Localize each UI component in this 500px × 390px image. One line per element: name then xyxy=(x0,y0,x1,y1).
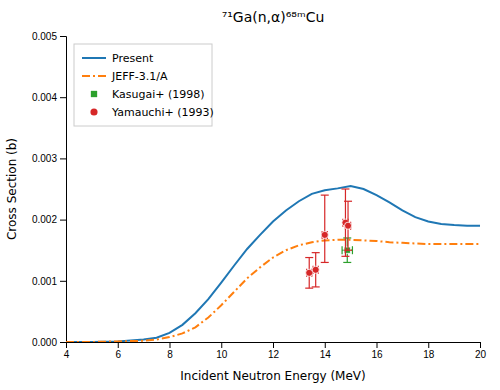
series-line xyxy=(66,240,480,342)
plot-area xyxy=(66,186,480,342)
x-tick-mark xyxy=(377,342,378,348)
series-points xyxy=(305,189,352,288)
x-tick: 10 xyxy=(216,342,228,360)
error-bar xyxy=(324,195,325,262)
x-axis-line xyxy=(67,343,481,349)
y-tick-mark xyxy=(60,158,66,159)
error-cap xyxy=(321,195,329,196)
y-tick-label: 0.003 xyxy=(32,153,57,164)
x-error-cap xyxy=(341,246,342,254)
error-cap xyxy=(343,262,351,263)
error-cap xyxy=(344,201,352,202)
x-axis-title: Incident Neutron Energy (MeV) xyxy=(180,369,365,383)
series-points xyxy=(342,238,352,262)
y-axis: 0.000 0.001 0.002 0.003 0.004 0.005 xyxy=(32,31,67,348)
x-tick-mark xyxy=(480,342,481,348)
y-tick: 0.000 xyxy=(32,337,66,348)
y-tick-mark xyxy=(60,281,66,282)
x-tick-label: 16 xyxy=(371,349,383,360)
x-tick-label: 20 xyxy=(475,349,487,360)
legend-label: Kasugai+ (1998) xyxy=(112,88,205,101)
x-tick: 8 xyxy=(167,342,173,360)
x-tick-label: 8 xyxy=(167,349,173,360)
y-tick-label: 0.001 xyxy=(32,276,57,287)
error-cap xyxy=(344,250,352,251)
legend-swatch xyxy=(90,108,97,115)
x-tick: 20 xyxy=(475,342,487,360)
error-cap xyxy=(321,262,329,263)
y-tick-label: 0.002 xyxy=(32,214,57,225)
y-tick-label: 0.004 xyxy=(32,92,57,103)
x-tick-mark xyxy=(221,342,222,348)
y-tick-label: 0.000 xyxy=(32,337,57,348)
x-error-bar xyxy=(342,250,352,251)
point xyxy=(312,266,319,273)
y-tick-label: 0.005 xyxy=(32,31,57,42)
x-tick-label: 4 xyxy=(64,349,70,360)
y-tick: 0.002 xyxy=(32,214,66,225)
y-tick-mark xyxy=(60,342,66,343)
x-tick-label: 6 xyxy=(115,349,121,360)
y-tick-mark xyxy=(60,36,66,37)
y-tick: 0.001 xyxy=(32,276,66,287)
error-cap xyxy=(305,257,313,258)
x-tick-mark xyxy=(118,342,119,348)
x-tick-mark xyxy=(325,342,326,348)
point xyxy=(321,231,328,238)
x-tick: 16 xyxy=(371,342,383,360)
x-axis: 4 6 8 10 12 14 16 18 20 xyxy=(64,342,487,360)
x-tick-mark xyxy=(273,342,274,348)
legend-swatch xyxy=(82,57,106,59)
error-cap xyxy=(341,188,349,189)
point xyxy=(344,222,351,229)
chart: 4 6 8 10 12 14 16 18 20 0.000 0.001 0.002 0.003 0.004… xyxy=(0,0,500,390)
point xyxy=(306,269,313,276)
error-cap xyxy=(312,252,320,253)
error-cap xyxy=(341,256,349,257)
error-cap xyxy=(312,286,320,287)
y-tick-mark xyxy=(60,97,66,98)
legend-swatch xyxy=(82,75,106,77)
error-cap xyxy=(305,288,313,289)
legend-label: Present xyxy=(112,52,154,65)
x-tick: 14 xyxy=(320,342,332,360)
legend-label: JEFF-3.1/A xyxy=(111,70,168,83)
x-tick-mark xyxy=(170,342,171,348)
x-tick-label: 10 xyxy=(216,349,228,360)
x-tick: 18 xyxy=(423,342,435,360)
legend-swatch xyxy=(91,91,97,97)
legend-label: Yamauchi+ (1993) xyxy=(111,106,214,119)
x-tick-mark xyxy=(428,342,429,348)
x-tick: 6 xyxy=(115,342,121,360)
y-axis-line xyxy=(60,37,67,343)
x-tick-label: 18 xyxy=(423,349,435,360)
x-tick: 12 xyxy=(268,342,280,360)
x-tick: 4 xyxy=(64,342,70,360)
legend: Present JEFF-3.1/A Kasugai+ (1998) Yamauchi… xyxy=(74,44,214,126)
x-tick-label: 12 xyxy=(268,349,280,360)
error-cap xyxy=(343,237,351,238)
y-tick-mark xyxy=(60,220,66,221)
y-tick: 0.005 xyxy=(32,31,66,42)
y-tick: 0.003 xyxy=(32,153,66,164)
y-tick: 0.004 xyxy=(32,92,66,103)
y-axis-title: Cross Section (b) xyxy=(5,138,19,240)
x-tick-label: 14 xyxy=(320,349,332,360)
series-line xyxy=(66,186,480,342)
title: ⁷¹Ga(n,α)⁶⁸ᵐCu xyxy=(222,9,325,25)
